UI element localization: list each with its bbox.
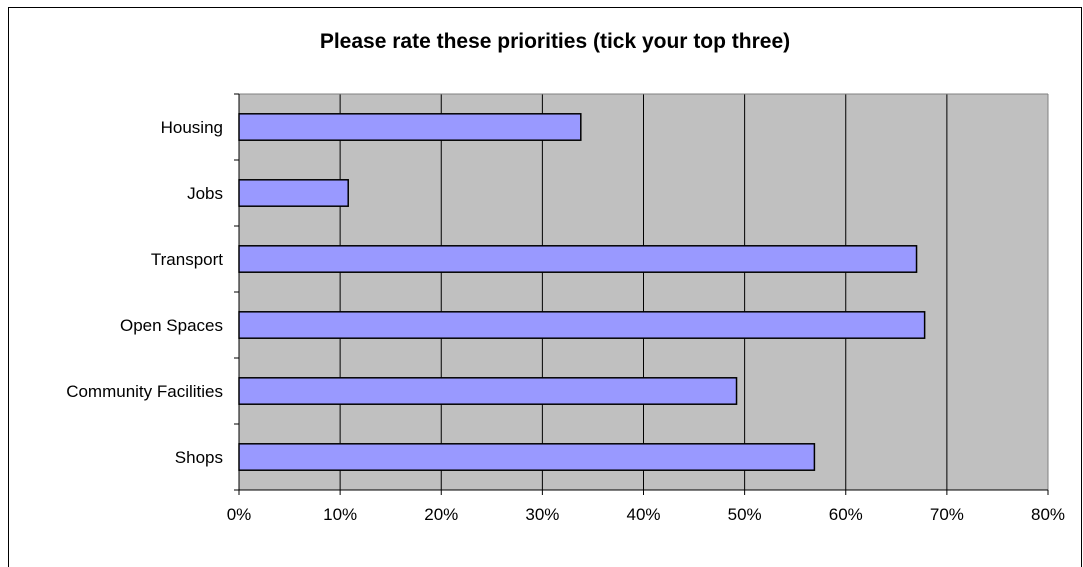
category-label: Shops [175,448,223,467]
category-label: Transport [151,250,223,269]
x-tick-label: 20% [424,505,458,524]
bar [238,377,738,405]
bar [238,245,918,273]
x-tick-label: 40% [626,505,660,524]
bar [238,179,349,207]
x-tick-label: 70% [930,505,964,524]
category-label: Community Facilities [66,382,223,401]
category-label: Open Spaces [120,316,223,335]
x-tick-label: 60% [829,505,863,524]
x-tick-label: 10% [323,505,357,524]
x-tick-label: 30% [525,505,559,524]
bar [238,443,816,471]
category-label: Jobs [187,184,223,203]
bar [238,113,582,141]
x-tick-label: 50% [728,505,762,524]
chart-title: Please rate these priorities (tick your … [319,30,791,53]
bar [238,311,926,339]
category-label: Housing [161,118,223,137]
chart-border [8,7,1082,567]
x-tick-label: 0% [227,505,252,524]
x-tick-label: 80% [1031,505,1065,524]
